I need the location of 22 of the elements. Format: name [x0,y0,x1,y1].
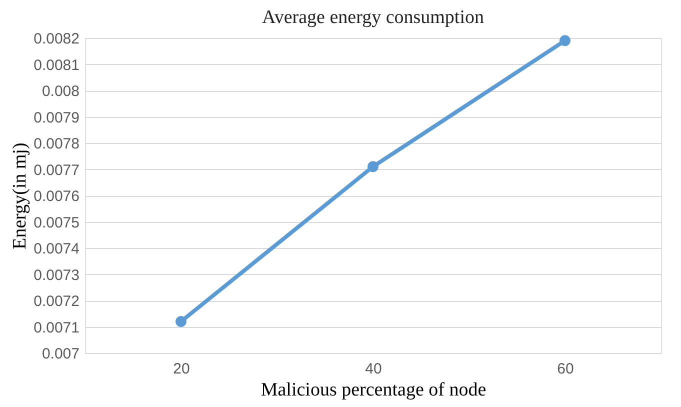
x-axis-title: Malicious percentage of node [260,380,486,400]
y-tick-label: 0.0082 [34,30,80,48]
x-tick-label: 40 [365,360,382,378]
y-tick-label: 0.0071 [34,319,80,336]
x-tick-label: 60 [557,360,574,378]
y-tick-label: 0.0072 [34,293,80,310]
y-tick-label: 0.007 [42,346,80,362]
y-tick-label: 0.0081 [34,56,80,74]
point [368,161,378,172]
y-axis-title: Energy(in mj) [10,142,31,250]
y-tick-label: 0.0077 [34,162,80,179]
point [176,316,186,327]
x-tick-label: 20 [173,360,190,378]
chart-title: Average energy consumption [262,7,484,28]
y-tick-label: 0.0076 [34,188,80,205]
y-tick-label: 0.0078 [34,136,80,152]
y-tick-label: 0.008 [42,83,80,100]
y-tick-label: 0.0073 [34,266,80,284]
point [560,35,570,46]
y-tick-label: 0.0079 [34,109,80,126]
y-tick-label: 0.0074 [34,240,80,258]
y-tick-label: 0.0075 [34,214,80,232]
